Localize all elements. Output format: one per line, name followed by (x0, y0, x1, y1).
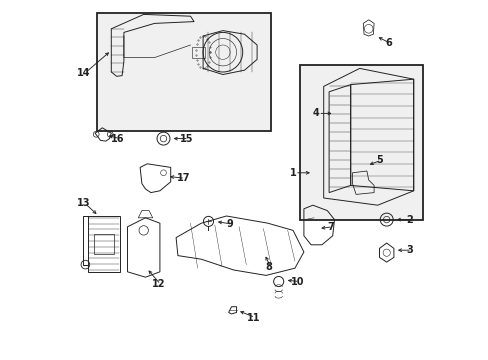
Text: 2: 2 (406, 215, 413, 225)
Text: 14: 14 (77, 68, 90, 78)
Text: 12: 12 (152, 279, 165, 289)
Text: 11: 11 (246, 312, 260, 323)
Text: 3: 3 (406, 245, 413, 255)
Text: 10: 10 (290, 276, 304, 287)
Text: 6: 6 (385, 38, 391, 48)
Text: 5: 5 (375, 155, 382, 165)
Text: 8: 8 (265, 262, 272, 272)
Polygon shape (300, 65, 422, 220)
Text: 7: 7 (327, 222, 334, 232)
Text: 9: 9 (225, 219, 232, 229)
Text: 15: 15 (180, 134, 193, 144)
Polygon shape (97, 13, 271, 131)
Text: 17: 17 (176, 173, 190, 183)
Text: 1: 1 (289, 168, 296, 178)
Text: 13: 13 (76, 198, 90, 208)
Text: 16: 16 (111, 134, 124, 144)
Text: 4: 4 (312, 108, 319, 118)
